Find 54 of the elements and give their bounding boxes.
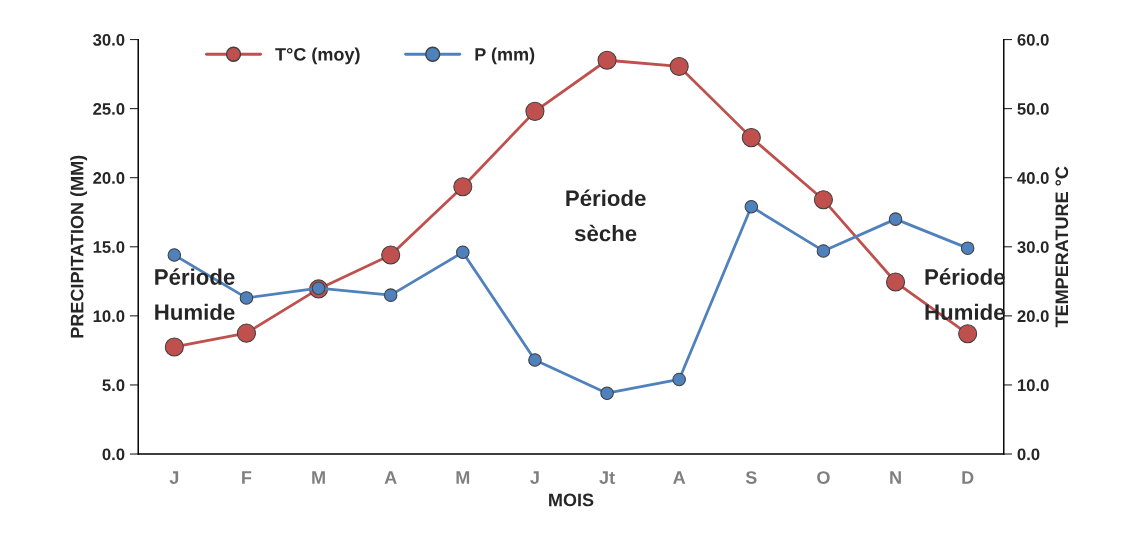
x-tick-label: D <box>962 471 974 484</box>
y2-tick-label: 50.0 <box>1017 103 1049 115</box>
point <box>525 101 545 121</box>
point <box>164 337 184 357</box>
point <box>453 177 473 197</box>
y-tick-label: 10.0 <box>93 310 125 323</box>
x-axis-title: MOIS <box>549 493 594 507</box>
x-tick-label: M <box>456 471 470 484</box>
y2-tick-label: 30.0 <box>1017 241 1049 253</box>
point <box>744 199 759 214</box>
y2-axis-title: TEMPERATURE °C <box>1055 166 1069 328</box>
x-tick-label: O <box>817 471 830 484</box>
point <box>669 56 689 77</box>
x-tick-label: M <box>312 471 325 484</box>
point <box>813 190 833 210</box>
x-tick-label: A <box>384 471 397 484</box>
y-axis-title: PRECIPITATION (MM) <box>70 155 88 338</box>
point <box>960 241 975 255</box>
legend-label: T°C (moy) <box>275 47 360 65</box>
point <box>888 212 903 226</box>
point <box>456 245 470 260</box>
y-tick-label: 30.0 <box>93 33 125 46</box>
point <box>236 323 256 343</box>
point <box>816 244 831 258</box>
point <box>958 324 978 344</box>
x-tick-label: N <box>890 471 901 484</box>
point <box>528 353 542 367</box>
point <box>167 248 182 262</box>
y2-tick-label: 0.0 <box>1017 448 1040 461</box>
y-tick-label: 20.0 <box>93 172 125 184</box>
x-tick-label: A <box>673 471 686 484</box>
point <box>741 128 761 148</box>
y2-tick-label: 40.0 <box>1017 172 1049 184</box>
y-tick-label: 5.0 <box>102 379 125 392</box>
y-tick-label: 15.0 <box>93 241 125 253</box>
point <box>381 245 401 265</box>
x-tick-label: J <box>169 471 179 484</box>
x-tick-label: S <box>745 471 757 484</box>
point <box>886 272 906 292</box>
x-tick-label: F <box>242 471 252 484</box>
y-tick-label: 0.0 <box>102 448 125 461</box>
x-tick-label: J <box>530 471 539 484</box>
y2-tick-label: 60.0 <box>1017 33 1049 46</box>
point <box>597 50 617 70</box>
y-tick-label: 25.0 <box>93 103 125 115</box>
point <box>600 386 614 400</box>
point <box>672 372 686 387</box>
y2-tick-label: 20.0 <box>1017 310 1049 323</box>
x-tick-label: Jt <box>599 471 615 484</box>
annotation: Période sèche <box>566 189 646 242</box>
y2-tick-label: 10.0 <box>1017 379 1049 392</box>
point <box>239 291 254 305</box>
legend-label: P (mm) <box>475 47 535 65</box>
point <box>383 288 398 302</box>
